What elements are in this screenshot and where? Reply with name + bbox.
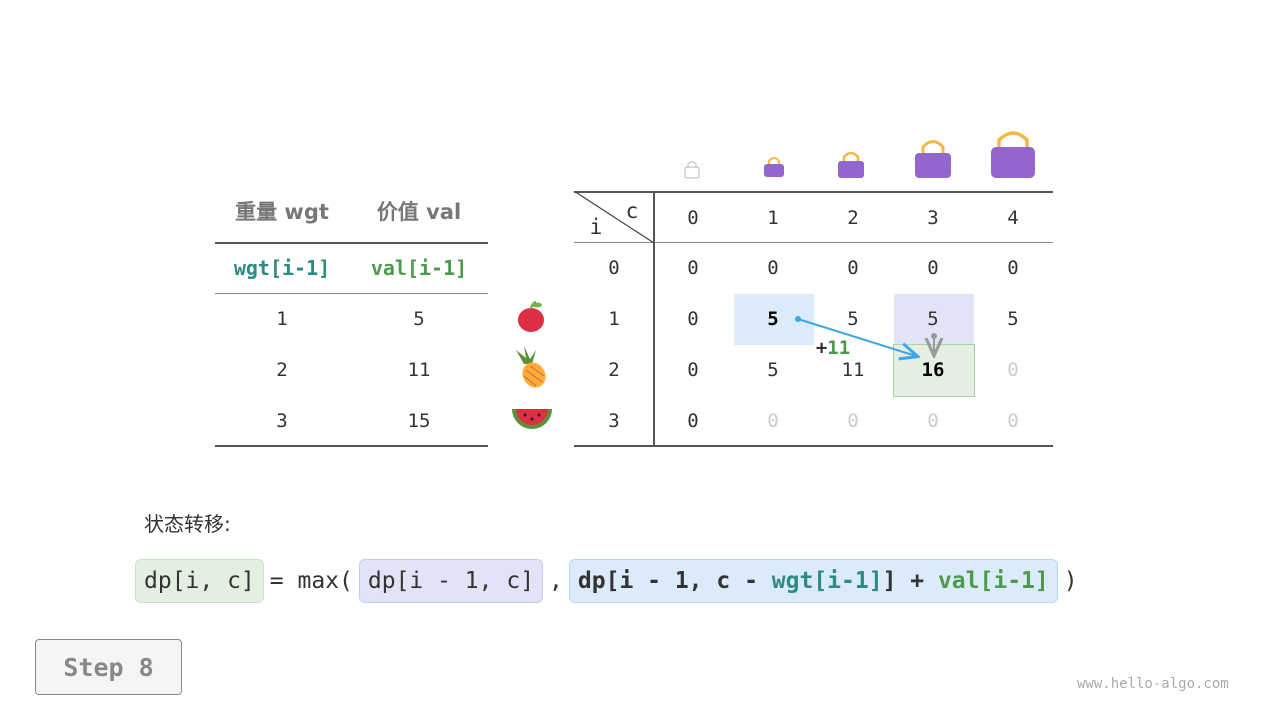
- bag-icon: [838, 151, 864, 178]
- formula-close: ): [1063, 568, 1078, 594]
- wgt-cell: 2: [276, 359, 288, 381]
- dp-cell: 5: [767, 308, 779, 330]
- formula-lhs: dp[i, c]: [135, 559, 264, 603]
- dp-cell: 0: [687, 257, 699, 279]
- row-header: 2: [608, 359, 620, 381]
- dp-cell: 0: [687, 308, 699, 330]
- dp-cell: 0: [687, 359, 699, 381]
- dp-cell: 0: [1007, 257, 1019, 279]
- state-transition-formula: dp[i, c] = max( dp[i - 1, c] , dp[i - 1,…: [135, 559, 1078, 603]
- header-weight: 重量 wgt: [235, 200, 329, 224]
- dp-cell: 0: [927, 410, 939, 432]
- plus-annotation: +11: [815, 337, 851, 359]
- row-header: 0: [608, 257, 620, 279]
- bag-icon: [764, 157, 784, 177]
- watermark: www.hello-algo.com: [1077, 676, 1229, 692]
- col-header: 3: [927, 207, 939, 229]
- wgt-cell: 1: [276, 308, 288, 330]
- formula-comma: ,: [549, 568, 563, 594]
- bag-icon: [684, 161, 700, 179]
- dp-cell: 0: [847, 410, 859, 432]
- sub-header-wgt: wgt[i-1]: [233, 256, 331, 280]
- dp-cell: 0: [1007, 410, 1019, 432]
- corner-i-label: i: [589, 215, 603, 239]
- bag-icon: [915, 140, 951, 178]
- dp-cell: 5: [927, 308, 939, 330]
- dp-cell: 5: [767, 359, 779, 381]
- apple-icon: [518, 301, 544, 332]
- val-cell: 5: [413, 308, 425, 330]
- dp-cell: 5: [847, 308, 859, 330]
- col-header: 0: [687, 207, 699, 229]
- row-header: 3: [608, 410, 620, 432]
- dp-cell: 0: [767, 410, 779, 432]
- dp-cell: 0: [927, 257, 939, 279]
- val-cell: 15: [407, 410, 431, 432]
- watermelon-icon: [512, 409, 552, 429]
- step-button[interactable]: Step 8: [35, 639, 182, 695]
- dp-cell: 11: [841, 359, 865, 381]
- formula-max: = max(: [269, 568, 353, 594]
- col-header: 1: [767, 207, 779, 229]
- header-value: 价值 val: [376, 200, 462, 224]
- val-cell: 11: [407, 359, 431, 381]
- corner-c-label: c: [625, 199, 639, 223]
- sub-header-val: val[i-1]: [370, 256, 468, 280]
- dp-cell: 0: [847, 257, 859, 279]
- col-header: 2: [847, 207, 859, 229]
- row-header: 1: [608, 308, 620, 330]
- formula-option-1: dp[i - 1, c]: [358, 559, 544, 603]
- col-header: 4: [1007, 207, 1019, 229]
- dp-cell: 0: [1007, 359, 1019, 381]
- dp-cell: 5: [1007, 308, 1019, 330]
- bag-icon: [991, 131, 1035, 178]
- pineapple-icon: [516, 346, 546, 388]
- formula-option-2: dp[i - 1, c - wgt[i-1]] + val[i-1]: [568, 559, 1058, 603]
- formula-label: 状态转移:: [144, 512, 231, 536]
- dp-cell: 0: [687, 410, 699, 432]
- dp-cell: 0: [767, 257, 779, 279]
- wgt-cell: 3: [276, 410, 288, 432]
- dp-cell: 16: [921, 359, 945, 381]
